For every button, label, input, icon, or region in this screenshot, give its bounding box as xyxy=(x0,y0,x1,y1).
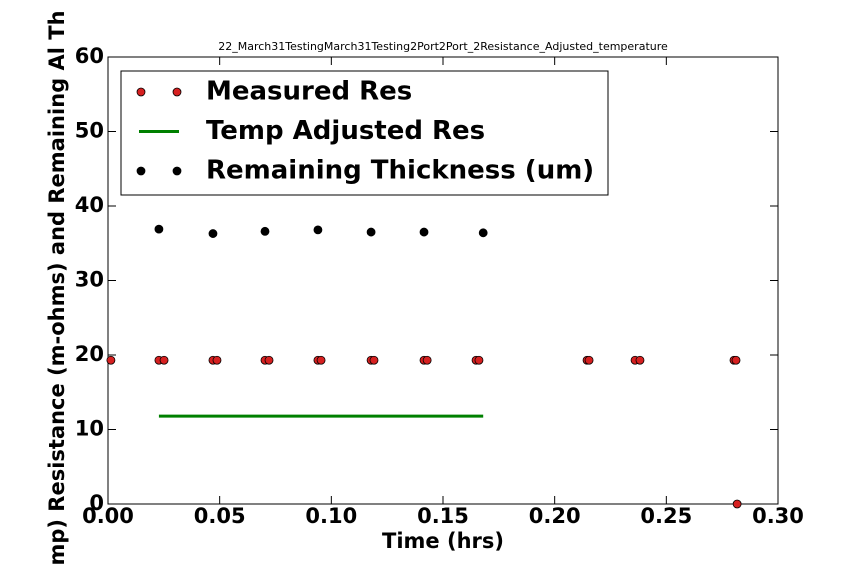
marker xyxy=(313,225,323,235)
marker xyxy=(422,355,432,365)
y-tick-label: 10 xyxy=(75,417,104,441)
marker xyxy=(419,227,429,237)
x-tick-label: 0.00 xyxy=(82,504,134,528)
x-tick-label: 0.20 xyxy=(529,504,581,528)
x-tick-label: 0.25 xyxy=(640,504,692,528)
legend-swatch xyxy=(136,87,146,97)
marker xyxy=(212,355,222,365)
chart-title: 22_March31TestingMarch31Testing2Port2Por… xyxy=(218,40,668,53)
y-axis-label: mp) Resistance (m-ohms) and Remaining Al… xyxy=(45,10,69,565)
legend-label: Measured Res xyxy=(206,77,412,107)
x-tick-label: 0.30 xyxy=(752,504,804,528)
marker xyxy=(316,355,326,365)
y-tick-label: 50 xyxy=(75,119,104,143)
legend-swatch xyxy=(172,87,182,97)
y-tick-label: 0 xyxy=(89,491,104,515)
y-tick-label: 40 xyxy=(75,193,104,217)
marker xyxy=(264,355,274,365)
marker xyxy=(369,355,379,365)
marker xyxy=(732,499,742,509)
legend-swatch xyxy=(172,166,182,176)
x-axis-label: Time (hrs) xyxy=(382,529,504,553)
x-tick-label: 0.10 xyxy=(305,504,357,528)
x-tick-label: 0.15 xyxy=(417,504,469,528)
marker xyxy=(159,355,169,365)
legend-label: Temp Adjusted Res xyxy=(206,116,485,146)
legend-label: Remaining Thickness (um) xyxy=(206,156,594,186)
marker xyxy=(260,226,270,236)
marker xyxy=(474,355,484,365)
marker xyxy=(208,229,218,238)
marker xyxy=(106,355,116,365)
marker xyxy=(478,228,488,238)
legend-box xyxy=(120,70,609,196)
x-tick-label: 0.05 xyxy=(194,504,246,528)
y-tick-label: 20 xyxy=(75,342,104,366)
marker xyxy=(731,355,741,365)
marker xyxy=(366,227,376,237)
y-tick-label: 30 xyxy=(75,268,104,292)
marker xyxy=(584,355,594,365)
legend-swatch xyxy=(136,166,146,176)
marker xyxy=(154,224,164,234)
y-tick-label: 60 xyxy=(75,44,104,68)
marker xyxy=(635,355,645,365)
